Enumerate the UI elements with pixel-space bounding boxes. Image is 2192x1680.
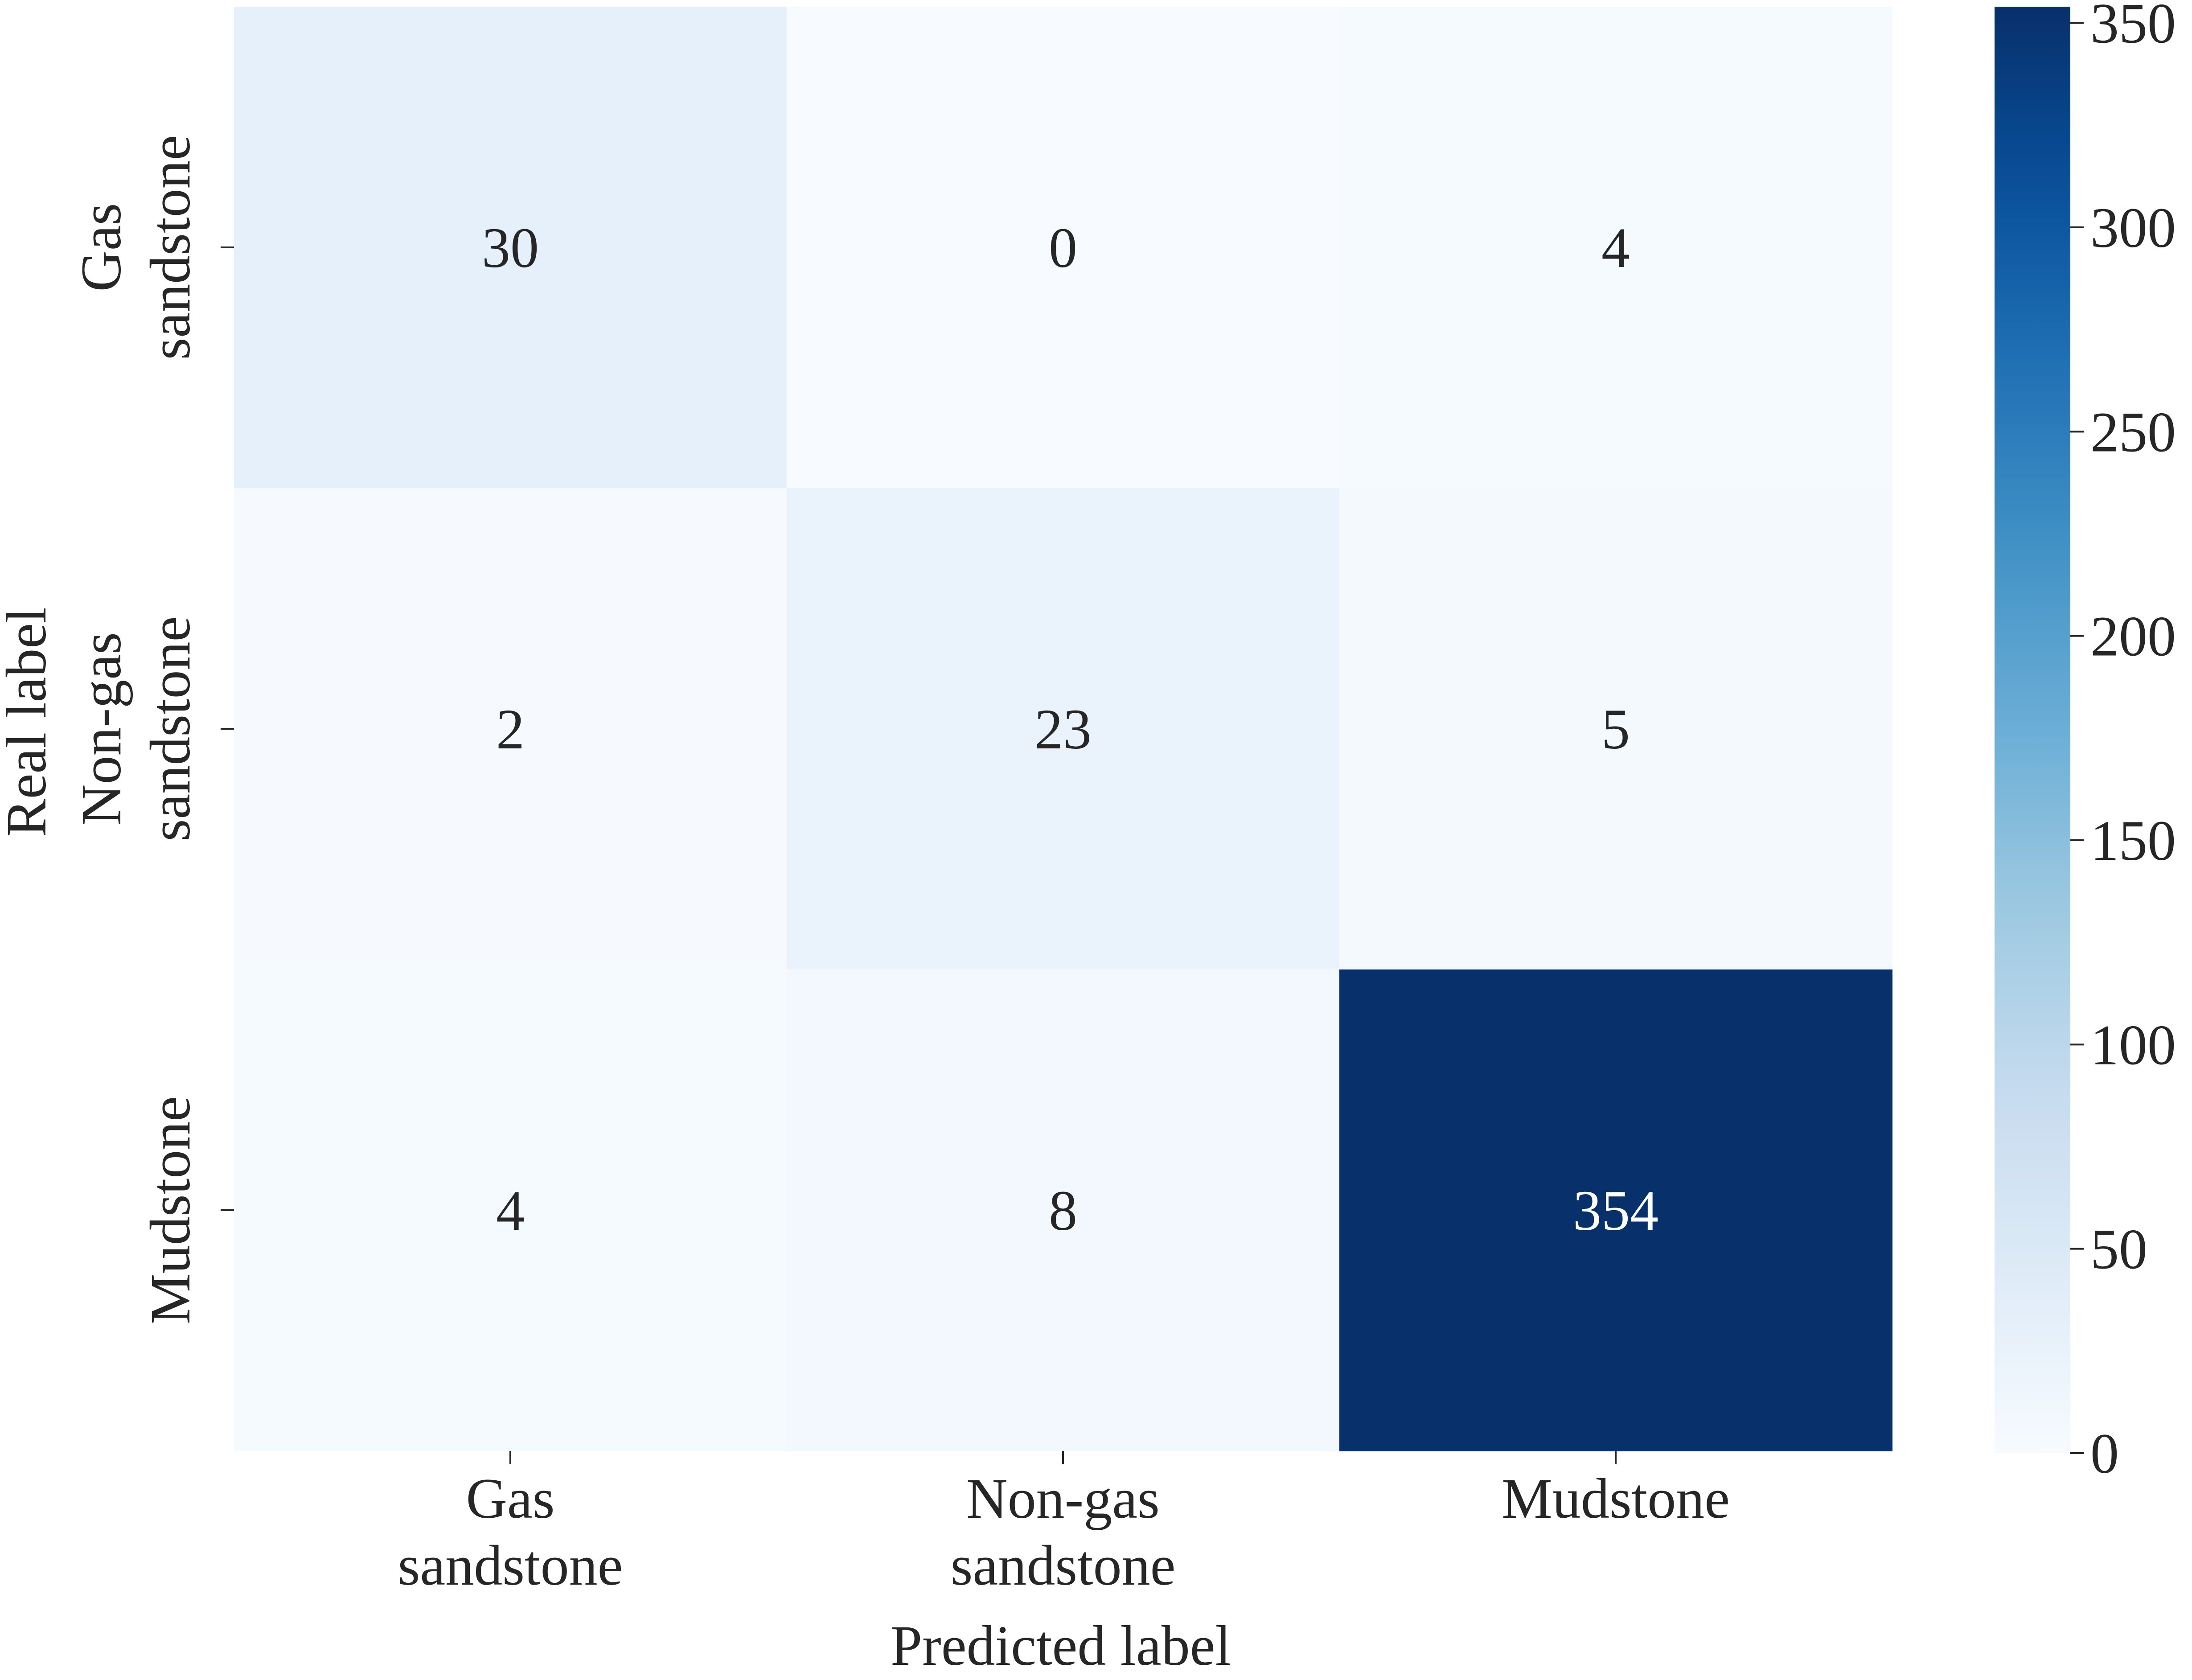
x-tick-label: sandstone (398, 1534, 623, 1597)
cell-value-label: 23 (1034, 698, 1092, 761)
heatmap-cell (234, 488, 787, 970)
cell-value-label: 2 (496, 698, 525, 761)
heatmap-cell (234, 969, 787, 1451)
cell-value-label: 0 (1049, 216, 1077, 279)
colorbar-tick-label: 250 (2090, 400, 2176, 464)
y-tick-label: Non-gas (70, 632, 133, 826)
x-tick-label: Gas (466, 1467, 554, 1530)
colorbar-tick-label: 150 (2090, 809, 2176, 872)
colorbar-tick-label: 200 (2090, 605, 2176, 668)
x-tick-label: Mudstone (1502, 1467, 1730, 1530)
heatmap-cell (787, 969, 1340, 1451)
heatmap-cell (787, 488, 1340, 970)
heatmap-cell (1339, 969, 1892, 1451)
heatmap-cell (1339, 7, 1892, 489)
cell-value-label: 8 (1049, 1179, 1077, 1242)
colorbar-tick-label: 50 (2090, 1218, 2147, 1281)
cell-annotations: 30 0 4 2 23 5 4 8 354 (482, 216, 1658, 1242)
cell-value-label: 354 (1573, 1179, 1658, 1242)
cell-value-label: 5 (1601, 698, 1630, 761)
y-tick-label: Mudstone (139, 1096, 202, 1324)
colorbar (1995, 7, 2070, 1453)
heatmap-cell (234, 7, 787, 489)
colorbar-tick-label: 0 (2090, 1422, 2119, 1485)
x-tick-label: sandstone (951, 1534, 1176, 1597)
colorbar-tick-label: 300 (2090, 196, 2176, 259)
x-tick-label: Non-gas (966, 1467, 1160, 1530)
heatmap-cell (787, 7, 1340, 489)
colorbar-tick-label: 350 (2090, 0, 2176, 55)
y-tick-label: Gas (70, 203, 133, 292)
colorbar-ticks: 0 50 100 150 200 250 300 350 (2070, 0, 2176, 1485)
y-tick-label: sandstone (139, 616, 202, 842)
cell-value-label: 4 (496, 1179, 525, 1242)
x-axis-label: Predicted label (891, 1614, 1231, 1677)
heatmap-cells (234, 7, 1892, 1451)
y-axis-label: Real label (0, 607, 58, 837)
cell-value-label: 30 (482, 216, 539, 279)
y-tick-label: sandstone (139, 135, 202, 360)
cell-value-label: 4 (1601, 216, 1630, 279)
colorbar-tick-label: 100 (2090, 1013, 2176, 1076)
heatmap-cell (1339, 488, 1892, 970)
